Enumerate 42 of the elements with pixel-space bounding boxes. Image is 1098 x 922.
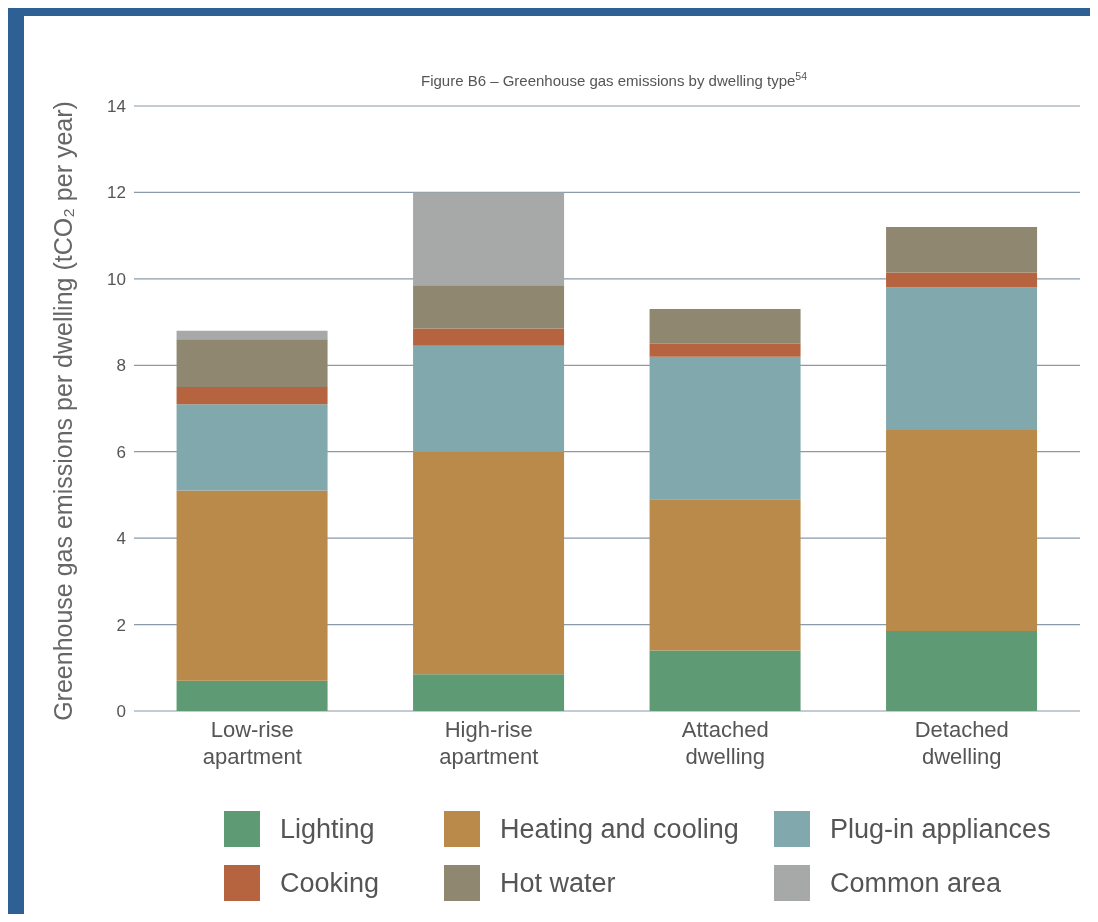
bar [176, 404, 328, 491]
y-tick-label: 2 [116, 615, 126, 635]
y-tick-label: 4 [116, 529, 126, 549]
y-tick-label: 8 [116, 356, 126, 376]
bar [413, 345, 565, 452]
y-tick-label: 0 [116, 702, 126, 722]
bar [886, 430, 1038, 632]
legend-label: Heating and cooling [500, 813, 739, 845]
y-tick-label: 14 [107, 97, 126, 117]
bar [649, 309, 801, 344]
bar [176, 330, 328, 340]
bar [886, 227, 1038, 273]
legend-label: Hot water [500, 867, 616, 899]
legend-label: Cooking [280, 867, 380, 899]
bar [413, 674, 565, 711]
y-tick-label: 10 [107, 269, 126, 289]
y-tick-label: 12 [107, 183, 126, 203]
bar [413, 192, 565, 286]
bar [176, 680, 328, 711]
x-tick-label: Detached dwelling [914, 717, 1009, 769]
bar [886, 272, 1038, 288]
y-tick-label: 6 [116, 442, 126, 462]
bar [413, 328, 565, 346]
bar [176, 386, 328, 405]
bar [649, 343, 801, 357]
legend-label: Plug-in appliances [830, 813, 1051, 845]
bar [886, 287, 1038, 431]
legend-label: Common area [830, 867, 1002, 899]
bar [413, 451, 565, 675]
bar [886, 631, 1038, 711]
bar [413, 285, 565, 329]
bar [649, 499, 801, 651]
bar [176, 490, 328, 681]
bar [649, 356, 801, 500]
legend-label: Lighting [280, 813, 375, 845]
bar [176, 339, 328, 387]
y-axis-title: Greenhouse gas emissions per dwelling (tCO₂ per year) [49, 101, 77, 721]
x-tick-label: Low-rise apartment [202, 717, 302, 769]
bar [649, 650, 801, 711]
chart-title: Figure B6 – Greenhouse gas emissions by dwelling type$^{54}$ [420, 70, 808, 89]
x-tick-label: Attached dwelling [681, 717, 769, 769]
x-tick-label: High-rise apartment [439, 717, 539, 769]
